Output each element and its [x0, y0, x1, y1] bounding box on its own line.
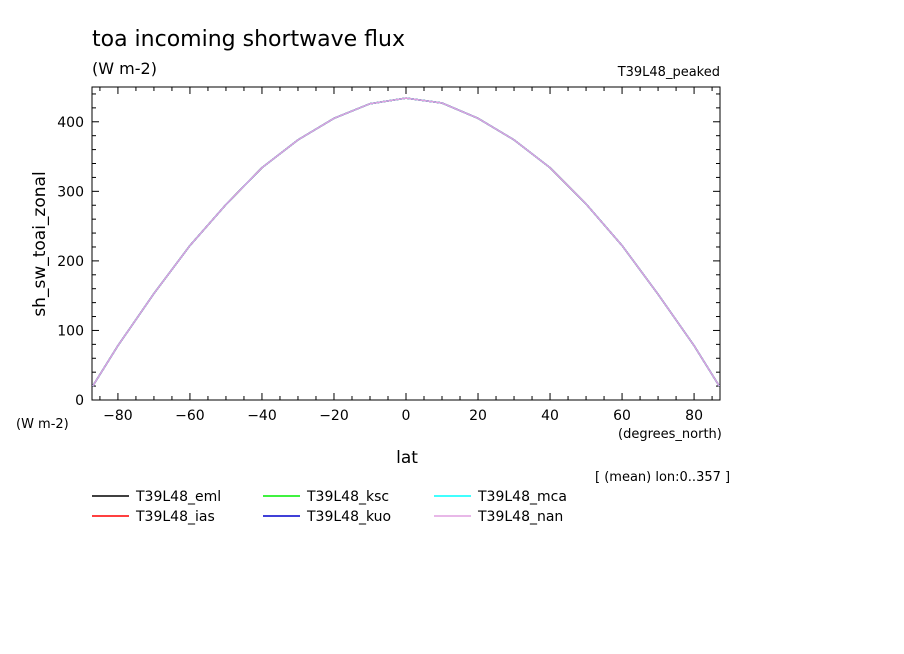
legend: T39L48_eml T39L48_ias T39L48_ksc T39L48_kuo…: [92, 489, 567, 525]
series-line-T39L48_eml: [92, 97, 720, 387]
legend-label: T39L48_eml: [135, 489, 221, 505]
x-tick-label: 20: [469, 408, 487, 424]
series-line-T39L48_kuo: [92, 97, 720, 387]
legend-label: T39L48_kuo: [306, 509, 391, 525]
legend-label: T39L48_nan: [477, 509, 563, 525]
x-tick-label: 60: [613, 408, 631, 424]
region-label: [ (mean) lon:0..357 ]: [595, 470, 730, 485]
legend-label: T39L48_ksc: [306, 489, 389, 505]
legend-label: T39L48_mca: [477, 489, 567, 505]
x-tick-label: −60: [175, 408, 205, 424]
y-axis-label: sh_sw_toai_zonal: [30, 171, 50, 316]
legend-label: T39L48_ias: [135, 509, 215, 525]
x-axis-label: lat: [396, 448, 418, 468]
chart-units: (W m-2): [92, 59, 157, 78]
chart-title: toa incoming shortwave flux: [92, 27, 405, 52]
experiment-label: T39L48_peaked: [617, 65, 720, 80]
y-tick-label: 0: [75, 393, 84, 409]
x-tick-label: 80: [685, 408, 703, 424]
series-line-T39L48_nan: [92, 97, 720, 387]
y-units-label: (W m-2): [16, 417, 69, 432]
y-tick-label: 100: [57, 323, 84, 339]
plot-frame: [91, 86, 721, 401]
x-tick-label: 0: [402, 408, 411, 424]
y-tick-label: 200: [57, 254, 84, 270]
series-line-T39L48_mca: [92, 97, 720, 387]
x-tick-label: −80: [103, 408, 133, 424]
series-line-T39L48_ias: [92, 97, 720, 387]
plot-area: −80 −60 −40 −20 0 20 40 60 80 0 100 200 300 400: [57, 86, 721, 424]
series-line-T39L48_ksc: [92, 97, 720, 387]
y-tick-label: 300: [57, 184, 84, 200]
x-tick-label: −40: [247, 408, 277, 424]
x-tick-label: −20: [319, 408, 349, 424]
x-units-label: (degrees_north): [618, 427, 722, 442]
x-tick-label: 40: [541, 408, 559, 424]
y-tick-label: 400: [57, 115, 84, 131]
